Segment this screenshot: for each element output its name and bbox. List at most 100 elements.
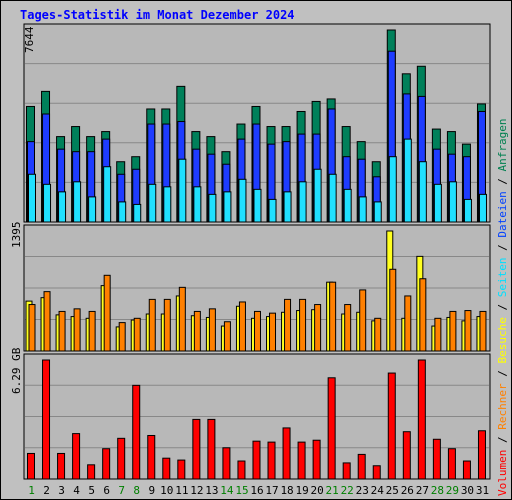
bar-rechner-1 (28, 304, 36, 352)
bar-volumen-30 (462, 460, 471, 480)
bar-rechner-5 (88, 310, 96, 352)
bar-rechner-27 (419, 278, 427, 352)
bar-rechner-26 (404, 295, 412, 352)
bar-rechner-24 (374, 317, 382, 352)
bar-volumen-16 (252, 440, 261, 480)
bar-seiten-29 (448, 181, 457, 223)
bar-seiten-10 (163, 186, 172, 223)
bar-seiten-27 (418, 161, 427, 223)
bar-rechner-31 (479, 310, 487, 352)
legend-entry: / (496, 364, 509, 384)
bar-volumen-3 (57, 452, 66, 480)
bar-seiten-3 (58, 191, 67, 223)
bar-volumen-9 (147, 434, 156, 480)
chart-title: Tages-Statistik im Monat Dezember 2024 (20, 8, 295, 22)
bar-rechner-11 (178, 286, 186, 352)
bar-volumen-14 (222, 447, 231, 480)
bar-seiten-20 (313, 168, 322, 223)
bar-seiten-22 (343, 188, 352, 223)
x-tick-label: 7 (118, 484, 125, 497)
bar-rechner-12 (193, 310, 201, 352)
bar-rechner-14 (223, 321, 231, 352)
bar-rechner-9 (148, 298, 156, 352)
x-tick-label: 9 (148, 484, 155, 497)
x-tick-label: 5 (88, 484, 95, 497)
bar-volumen-7 (117, 437, 126, 480)
bar-volumen-12 (192, 418, 201, 480)
bar-volumen-10 (162, 457, 171, 480)
bar-seiten-24 (373, 201, 382, 223)
bar-rechner-20 (314, 304, 322, 352)
bar-volumen-6 (102, 448, 111, 480)
x-tick-label: 20 (311, 484, 324, 497)
bar-volumen-5 (87, 464, 96, 480)
bar-rechner-4 (73, 308, 81, 352)
bar-volumen-29 (447, 448, 456, 480)
bar-seiten-28 (433, 183, 442, 223)
x-tick-label: 19 (295, 484, 308, 497)
bar-seiten-14 (223, 191, 232, 223)
bar-volumen-27 (417, 359, 426, 480)
legend-entry: / (496, 238, 509, 258)
bar-volumen-19 (297, 441, 306, 480)
x-tick-label: 4 (73, 484, 80, 497)
bar-seiten-21 (328, 173, 337, 223)
bar-volumen-13 (207, 418, 216, 480)
bar-seiten-16 (253, 188, 262, 223)
bar-seiten-1 (28, 173, 36, 223)
bar-seiten-31 (478, 193, 487, 223)
bar-rechner-18 (284, 298, 292, 352)
bar-seiten-11 (178, 158, 187, 223)
bar-rechner-8 (133, 317, 141, 352)
chart-legend: Volumen / Rechner / Besuche / Seiten / D… (496, 118, 509, 496)
bar-volumen-24 (372, 465, 381, 480)
x-tick-label: 11 (175, 484, 188, 497)
bar-rechner-2 (43, 291, 51, 352)
bar-rechner-30 (464, 310, 472, 352)
bar-volumen-23 (357, 453, 366, 480)
x-tick-label: 27 (416, 484, 429, 497)
x-tick-label: 2 (43, 484, 50, 497)
bar-volumen-28 (432, 438, 441, 480)
bar-seiten-2 (43, 183, 52, 223)
x-tick-label: 10 (160, 484, 173, 497)
bar-volumen-17 (267, 441, 276, 480)
bar-volumen-18 (282, 427, 291, 480)
bar-rechner-25 (389, 268, 397, 352)
bar-volumen-1 (27, 452, 35, 480)
bar-seiten-18 (283, 191, 292, 223)
bar-seiten-26 (403, 138, 412, 223)
bar-rechner-6 (103, 274, 111, 352)
legend-entry: Seiten (496, 258, 509, 298)
bar-rechner-16 (253, 310, 261, 352)
bar-rechner-29 (449, 310, 457, 352)
legend-entry: Anfragen (496, 118, 509, 171)
bar-rechner-7 (118, 322, 126, 352)
bar-rechner-28 (434, 317, 442, 352)
x-tick-label: 15 (235, 484, 248, 497)
y-max-label-visits: 1395 (10, 222, 23, 249)
legend-entry: / (496, 430, 509, 450)
bar-seiten-23 (358, 196, 367, 223)
bar-rechner-10 (163, 298, 171, 352)
bar-seiten-9 (148, 183, 157, 223)
bar-seiten-25 (388, 156, 397, 223)
bar-rechner-13 (208, 308, 216, 352)
bar-volumen-31 (477, 430, 486, 480)
bar-rechner-23 (359, 289, 367, 352)
x-tick-label: 30 (461, 484, 474, 497)
bar-seiten-30 (463, 198, 472, 223)
bar-rechner-17 (269, 312, 277, 352)
legend-entry: Dateien (496, 191, 509, 237)
legend-entry: / (496, 171, 509, 191)
bar-volumen-11 (177, 459, 186, 480)
bar-seiten-15 (238, 178, 247, 223)
legend-entry: / (496, 297, 509, 317)
x-tick-label: 12 (190, 484, 203, 497)
x-tick-label: 17 (265, 484, 278, 497)
x-tick-label: 31 (476, 484, 489, 497)
x-tick-label: 18 (280, 484, 293, 497)
bar-seiten-13 (208, 193, 217, 223)
x-tick-label: 29 (446, 484, 459, 497)
